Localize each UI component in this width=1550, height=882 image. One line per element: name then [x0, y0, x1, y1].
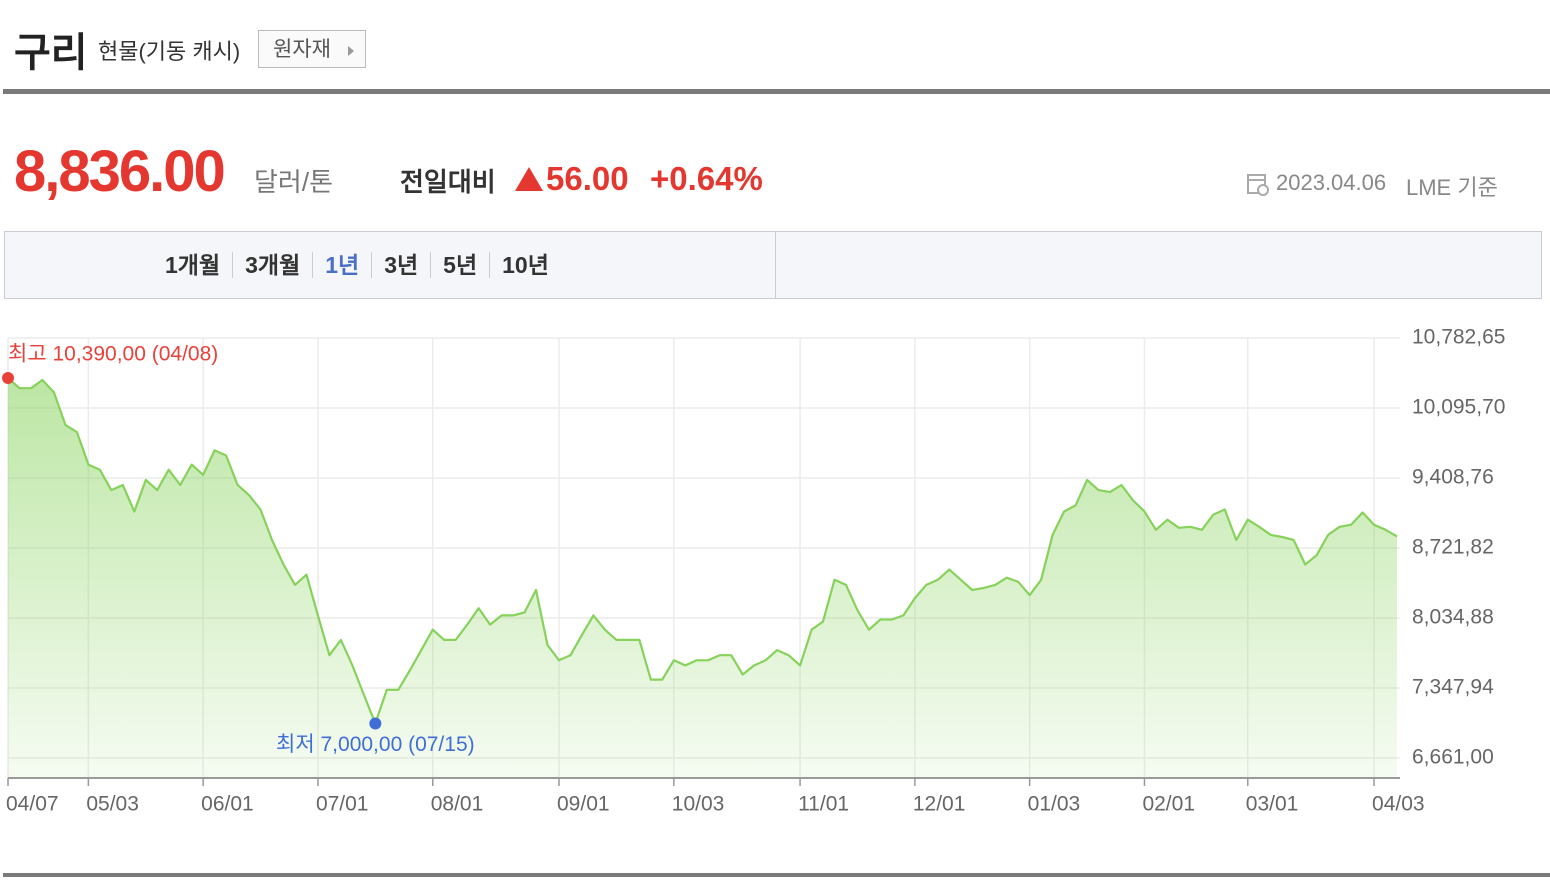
- area: [8, 378, 1397, 778]
- change: 56.00: [546, 160, 629, 197]
- x-tick-label: 01/03: [1028, 793, 1081, 816]
- x-tick-label: 11/01: [798, 793, 849, 816]
- tab[interactable]: 1개월: [165, 252, 221, 278]
- category-button[interactable]: 원자재: [258, 30, 366, 68]
- change-percent: +0.64%: [650, 160, 763, 197]
- x-tick-label: 05/03: [86, 793, 139, 816]
- y-tick-label: 10,782,65: [1412, 326, 1505, 349]
- divider: [3, 873, 1550, 877]
- calendar-icon: [1247, 174, 1269, 196]
- low-annotation: 최저 7,000,00 (07/15): [276, 733, 475, 756]
- tab[interactable]: 3개월: [232, 252, 312, 278]
- high-point: [2, 372, 14, 385]
- up-icon: [515, 167, 543, 191]
- x-tick-label: 06/01: [201, 793, 254, 816]
- price: 8,836.00: [14, 139, 226, 204]
- x-tick-label: 10/03: [672, 793, 725, 816]
- x-tick-label: 03/01: [1246, 793, 1299, 816]
- tab[interactable]: 1년: [312, 252, 371, 278]
- x-tick-label: 04/03: [1372, 793, 1425, 816]
- tab[interactable]: 10년: [489, 252, 561, 278]
- x-tick-label: 04/07: [6, 793, 59, 816]
- button-label: 원자재: [273, 38, 331, 61]
- tab[interactable]: 5년: [430, 252, 489, 278]
- x-tick-label: 02/01: [1142, 793, 1195, 816]
- arrow-icon: [348, 46, 354, 56]
- price-unit: 달러/톤: [254, 167, 333, 197]
- x-tick-label: 07/01: [316, 793, 369, 816]
- x-tick-label: 12/01: [913, 793, 966, 816]
- high-annotation: 최고 10,390,00 (04/08): [8, 343, 218, 366]
- divider: [3, 89, 1550, 94]
- low-point: [369, 717, 382, 730]
- x-tick-label: 08/01: [431, 793, 484, 816]
- source: LME 기준: [1406, 175, 1498, 200]
- y-tick-label: 9,408,76: [1412, 466, 1494, 489]
- tab[interactable]: 3년: [371, 252, 430, 278]
- line: [7, 377, 1398, 725]
- chart: 6,661,00 7,347,94 8,034,88 8,721,82 9,408,76…: [2, 326, 1505, 816]
- y-tick-label: 10,095,70: [1412, 396, 1505, 419]
- change-label: 전일대비: [400, 167, 496, 197]
- y-tick-label: 6,661,00: [1412, 746, 1494, 769]
- y-tick-label: 8,034,88: [1412, 606, 1494, 629]
- y-tick-label: 7,347,94: [1412, 676, 1494, 699]
- subtitle: 현물(기동 캐시): [98, 39, 241, 64]
- title: 구리: [14, 31, 88, 75]
- y-tick-label: 8,721,82: [1412, 536, 1494, 559]
- period-tabs: 1개월 3개월 1년 3년 5년 10년: [4, 231, 1542, 299]
- x-tick-label: 09/01: [557, 793, 610, 816]
- date: 2023.04.06: [1276, 170, 1387, 195]
